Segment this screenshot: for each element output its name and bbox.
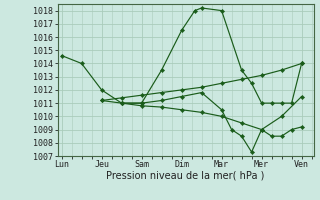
X-axis label: Pression niveau de la mer( hPa ): Pression niveau de la mer( hPa )	[107, 171, 265, 181]
